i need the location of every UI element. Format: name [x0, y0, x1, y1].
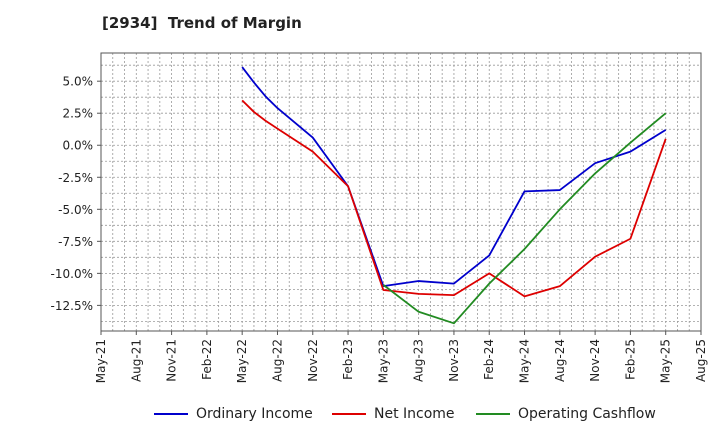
legend-swatch-ordinary-income	[154, 413, 188, 415]
x-tick-label: Feb-25	[623, 339, 637, 380]
series-line-net-income	[241, 99, 667, 298]
legend-item-operating-cashflow: Operating Cashflow	[476, 403, 656, 425]
legend-item-ordinary-income: Ordinary Income	[154, 403, 313, 425]
x-tick-label: Aug-22	[270, 339, 284, 382]
x-tick-label: Nov-24	[588, 339, 602, 382]
x-tick-label: May-24	[518, 339, 532, 383]
legend-item-net-income: Net Income	[332, 403, 455, 425]
chart-title: [2934] Trend of Margin	[102, 14, 302, 32]
x-tick-label: May-21	[94, 339, 108, 383]
legend-label-net-income: Net Income	[374, 406, 455, 422]
legend-swatch-net-income	[332, 413, 366, 415]
legend-swatch-operating-cashflow	[476, 413, 510, 415]
legend-label-operating-cashflow: Operating Cashflow	[518, 406, 656, 422]
x-tick-label: Aug-21	[129, 339, 143, 382]
series-line-ordinary-income	[241, 66, 667, 288]
x-tick-label: Nov-23	[447, 339, 461, 382]
y-tick-label: -2.5%	[58, 171, 93, 185]
legend-label-ordinary-income: Ordinary Income	[196, 406, 313, 422]
x-tick-label: Aug-24	[553, 339, 567, 382]
x-tick-label: May-25	[659, 339, 673, 383]
x-tick-label: Aug-25	[694, 339, 708, 382]
y-tick-label: 2.5%	[63, 107, 94, 121]
y-tick-label: -7.5%	[58, 235, 93, 249]
plot-area-frame	[100, 52, 702, 332]
y-tick-label: 5.0%	[63, 75, 94, 89]
y-tick-label: -12.5%	[51, 299, 93, 313]
x-tick-label: May-23	[376, 339, 390, 383]
series-line-operating-cashflow	[382, 112, 667, 325]
x-tick-label: Feb-22	[200, 339, 214, 380]
x-tick-label: Feb-23	[341, 339, 355, 380]
y-tick-label: -10.0%	[51, 267, 93, 281]
x-tick-label: Feb-24	[482, 339, 496, 380]
x-tick-label: Nov-22	[306, 339, 320, 382]
y-tick-label: 0.0%	[63, 139, 94, 153]
y-tick-label: -5.0%	[58, 203, 93, 217]
chart-legend: Ordinary Income Net Income Operating Cas…	[0, 403, 720, 425]
x-tick-label: Nov-21	[165, 339, 179, 382]
x-tick-label: May-22	[235, 339, 249, 383]
x-tick-label: Aug-23	[412, 339, 426, 382]
